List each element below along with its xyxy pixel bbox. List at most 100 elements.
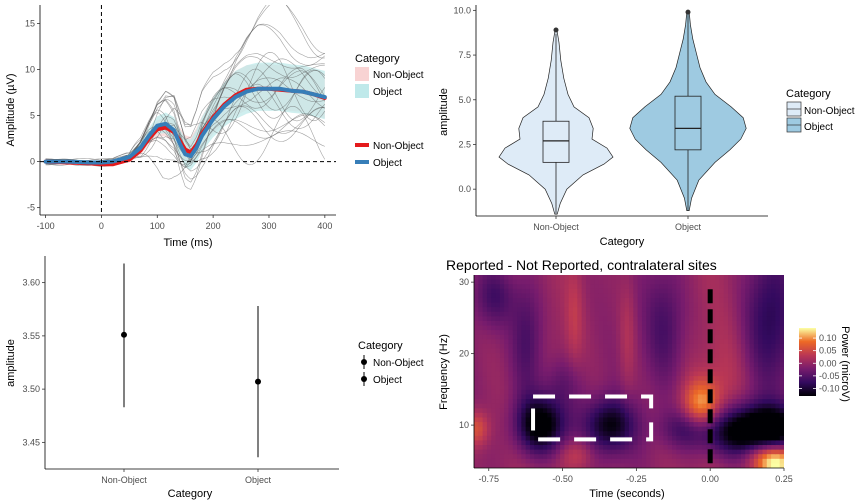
x-axis-label: Category [168,488,213,500]
heatmap-cell [654,445,660,451]
heatmap-cell [555,366,561,373]
heatmap-cell [495,389,501,396]
heatmap-cell [736,293,742,299]
heatmap-cell [672,353,677,359]
heatmap-cell [547,330,553,336]
heatmap-cell [603,320,609,327]
heatmap-cell [474,445,479,451]
heatmap-cell [616,288,621,294]
heatmap-cell [478,412,484,419]
heatmap-cell [779,297,784,304]
heatmap-cell [745,385,751,391]
heatmap-cell [508,334,514,340]
heatmap-cell [659,412,665,419]
y-tick-label: 20 [459,349,469,359]
heatmap-cell [547,343,553,350]
heatmap-cell [573,316,578,322]
heatmap-cell [594,353,600,359]
heatmap-cell [762,284,768,290]
heatmap-cell [740,288,746,294]
heatmap-cell [620,330,626,336]
heatmap-cell [585,302,591,308]
heatmap-cell [560,293,566,299]
heatmap-cell [667,293,673,299]
heatmap-cell [641,412,647,419]
heatmap-cell [762,366,768,373]
heatmap-cell [499,445,505,451]
heatmap-cell [564,357,570,363]
x-tick-label: Non-Object [101,475,147,485]
heatmap-cell [581,284,587,290]
heatmap-cell [581,307,587,313]
heatmap-cell [547,275,553,281]
heatmap-cell [607,399,613,405]
y-tick-label: 0 [30,157,35,167]
heatmap-cell [568,426,574,432]
heatmap-cell [633,445,639,451]
heatmap-cell [667,366,673,373]
heatmap-cell [551,284,557,290]
heatmap-cell [728,348,733,354]
heatmap-cell [732,426,738,432]
heatmap-cell [715,316,721,322]
heatmap-cell [762,275,768,281]
heatmap-cell [637,275,643,281]
heatmap-cell [659,380,665,386]
heatmap-cell [534,366,540,373]
heatmap-cell [719,339,725,345]
heatmap-cell [736,311,742,317]
heatmap-cell [779,431,784,437]
heatmap-cell [693,307,699,313]
heatmap-cell [521,311,527,317]
heatmap-cell [680,316,686,322]
heatmap-cell [736,389,742,396]
heatmap-cell [486,284,492,290]
heatmap-cell [650,275,656,281]
heatmap-cell [663,279,669,285]
heatmap-cell [585,371,591,377]
heatmap-cell [654,389,660,396]
heatmap-cell [521,343,527,350]
heatmap-cell [646,440,652,446]
heatmap-cell [719,311,725,317]
heatmap-cell [693,385,699,391]
heatmap-cell [512,454,518,460]
heatmap-cell [646,426,652,432]
heatmap-cell [771,389,776,396]
heatmap-cell [637,288,643,294]
heatmap-cell [766,339,772,345]
heatmap-cell [478,293,484,299]
heatmap-cell [680,376,686,382]
heatmap-cell [542,440,548,446]
heatmap-cell [697,288,703,294]
heatmap-cell [771,279,776,285]
heatmap-cell [771,449,776,455]
heatmap-cell [775,389,781,396]
heatmap-cell [728,325,733,331]
heatmap-cell [555,389,561,396]
heatmap-cell [659,348,665,354]
heatmap-cell [499,454,505,460]
heatmap-cell [551,311,557,317]
heatmap-cell [564,403,570,409]
heatmap-cell [779,316,784,322]
heatmap-cell [676,320,682,327]
heatmap-cell [749,426,755,432]
heatmap-cell [603,403,609,409]
heatmap-cell [736,275,742,281]
heatmap-cell [590,311,596,317]
heatmap-cell [517,316,522,322]
heatmap-cell [598,449,604,455]
heatmap-cell [629,463,634,468]
heatmap-cell [641,330,647,336]
heatmap-cell [568,389,574,396]
heatmap-cell [568,339,574,345]
heatmap-cell [680,408,686,414]
heatmap-cell [654,288,660,294]
heatmap-cell [594,325,600,331]
heatmap-cell [779,380,784,386]
heatmap-cell [676,302,682,308]
heatmap-cell [499,330,505,336]
heatmap-cell [689,357,695,363]
heatmap-cell [560,376,566,382]
